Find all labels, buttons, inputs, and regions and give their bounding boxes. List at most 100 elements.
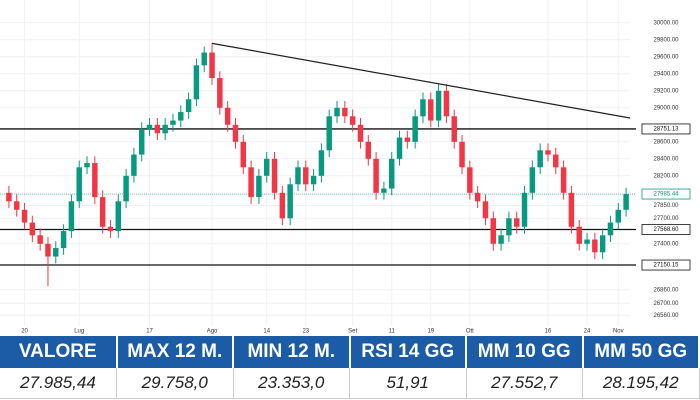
candle-body (178, 112, 184, 121)
candle-body (420, 99, 426, 117)
x-tick-label: Lug (74, 329, 84, 335)
candle-body (349, 116, 356, 125)
candle-body (209, 52, 215, 79)
candle-body (287, 184, 293, 219)
candle-body (131, 154, 137, 176)
candle-body (295, 167, 301, 185)
candle-body (29, 222, 36, 236)
candle-body (68, 201, 75, 232)
candle-body (443, 90, 450, 117)
y-tick-label: 29600.00 (653, 54, 679, 60)
candle-body (21, 209, 28, 223)
candle-body (170, 120, 176, 125)
y-tick-label: 29400.00 (653, 71, 679, 77)
cell-value: 28.195,42 (582, 368, 700, 399)
candle-body (451, 116, 457, 142)
candle-body (318, 150, 325, 176)
y-tick-label: 30000.00 (653, 20, 679, 26)
y-tick-label: 27700.00 (653, 216, 679, 222)
x-tick-label: 17 (146, 329, 153, 335)
level-tag (641, 123, 691, 135)
column-header: MM 10 GG (466, 336, 584, 368)
level-label: 28751.13 (653, 127, 679, 133)
x-tick-label: Set (348, 329, 357, 335)
candle-body (53, 248, 59, 257)
candle-body (381, 188, 387, 193)
y-tick-label: 26860.00 (653, 287, 679, 293)
stats-table: VALORE MAX 12 M. MIN 12 M. RSI 14 GG MM 10 G… (0, 336, 700, 399)
x-tick-label: 19 (427, 329, 434, 335)
chart: 30000.00 29800.00 29600.00 29400.00 29200.00… (0, 0, 691, 335)
candle-body (584, 239, 590, 244)
candle-body (615, 209, 622, 223)
y-tick-label: 28400.00 (653, 156, 679, 162)
candle-body (240, 141, 247, 168)
candle-body (45, 243, 51, 257)
last-price-label: 27985.44 (653, 192, 679, 198)
candle-body (592, 239, 598, 253)
x-tick-label: 16 (545, 329, 552, 335)
candle-body (193, 65, 200, 100)
candle-body (256, 175, 262, 198)
candle-body (326, 116, 332, 151)
candle-body (107, 226, 114, 232)
level-label: 27568.60 (653, 227, 679, 233)
x-tick-label: 20 (21, 329, 28, 335)
cell-value: 23.353,0 (233, 368, 350, 399)
candle-body (373, 158, 379, 193)
cell-value: 29.758,0 (116, 368, 234, 399)
candle-body (263, 158, 270, 176)
level-tag (641, 224, 691, 235)
x-tick-label: Nov (613, 329, 624, 335)
candle-body (545, 150, 551, 155)
candle-body (303, 167, 309, 185)
candle-body (607, 222, 614, 236)
column-header: MIN 12 M. (233, 336, 351, 368)
y-tick-label: 29800.00 (653, 37, 679, 43)
column-header: MAX 12 M. (116, 336, 234, 368)
cell-value: 27.985,44 (0, 368, 117, 399)
x-tick-label: 14 (263, 329, 270, 335)
candle-body (84, 163, 90, 168)
candle-body (459, 141, 465, 168)
candle-body (76, 167, 82, 202)
header-row: VALORE MAX 12 M. MIN 12 M. RSI 14 GG MM 10 G… (0, 336, 700, 368)
column-header: RSI 14 GG (349, 336, 467, 368)
candle-body (279, 192, 286, 219)
candle-body (576, 226, 582, 244)
candle-body (310, 175, 317, 185)
candle-body (271, 158, 278, 193)
candle-body (232, 124, 239, 142)
candle-body (6, 192, 12, 202)
candle-body (115, 201, 122, 232)
y-tick-label: 26700.00 (653, 301, 679, 307)
candle-body (201, 52, 207, 66)
candle-body (568, 192, 575, 227)
candle-body (248, 167, 254, 198)
level-tag (641, 259, 691, 271)
candle-body (412, 116, 418, 142)
candle-body (396, 137, 403, 159)
candle-body (99, 197, 106, 227)
y-tick-label: 29200.00 (653, 88, 679, 94)
column-header: VALORE (0, 336, 118, 368)
candle-body (404, 137, 411, 142)
trend-line (211, 42, 631, 119)
candle-body (217, 78, 223, 108)
candle-body (185, 99, 192, 113)
candle-body (537, 150, 543, 168)
y-tick-label: 29000.00 (653, 105, 679, 111)
candle-body (467, 167, 473, 193)
candle-body (342, 107, 348, 117)
candle-body (490, 218, 497, 244)
candle-body (154, 124, 161, 134)
cell-value: 27.552,7 (466, 368, 583, 399)
value-row: 27.985,44 29.758,0 23.353,0 51,91 27.552,7 28… (0, 368, 700, 399)
candle-body (357, 124, 364, 142)
candle-body (334, 107, 340, 117)
candle-body (365, 141, 372, 159)
candle-body (498, 235, 504, 244)
candle-body (37, 235, 43, 244)
x-tick-label: Ago (207, 329, 218, 335)
candle-body (138, 129, 145, 155)
